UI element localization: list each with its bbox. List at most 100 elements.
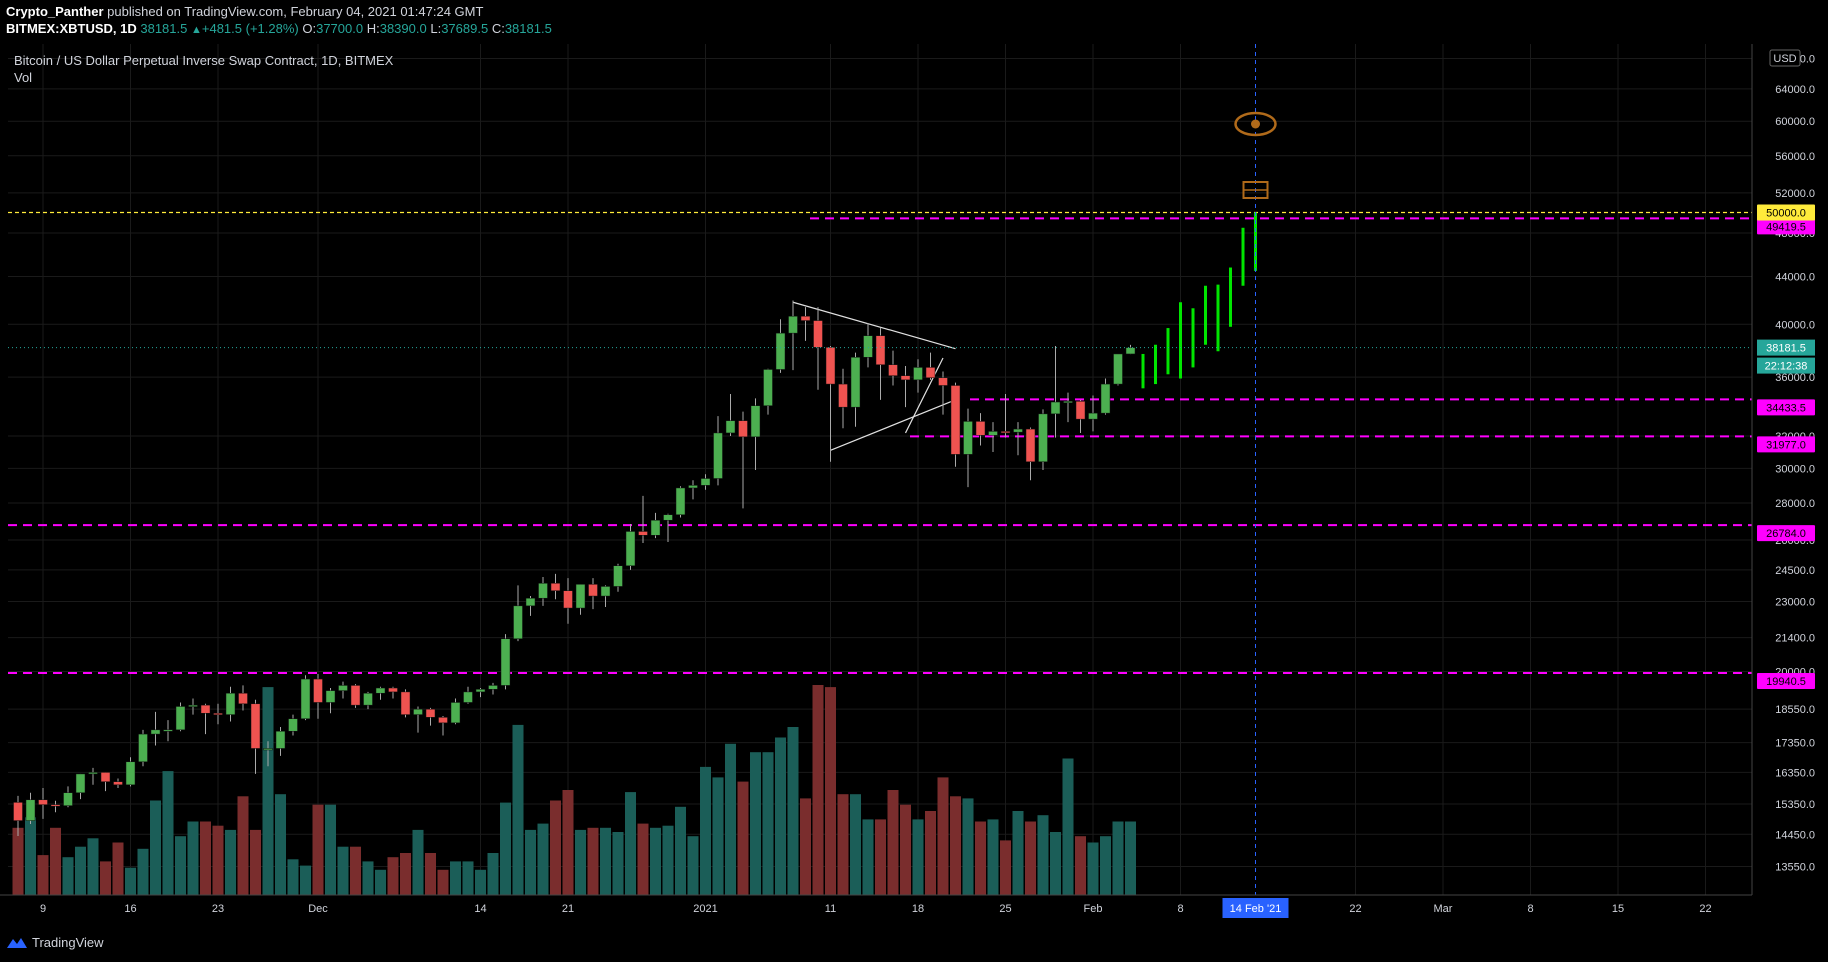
volume-bar bbox=[662, 825, 674, 895]
time-tick-label: 8 bbox=[1527, 903, 1533, 915]
volume-bar bbox=[500, 802, 511, 895]
candle-body bbox=[388, 687, 398, 693]
eye-pupil-icon bbox=[1251, 119, 1260, 129]
volume-bar bbox=[375, 869, 386, 895]
volume-bar bbox=[837, 794, 849, 895]
tradingview-logo-icon bbox=[7, 937, 27, 948]
volume-bar bbox=[200, 821, 211, 895]
volume-bar bbox=[487, 853, 499, 895]
time-tick-label: 21 bbox=[562, 903, 574, 915]
candle-body bbox=[313, 678, 323, 703]
volume-bar bbox=[875, 819, 886, 895]
volume-bar bbox=[987, 819, 999, 895]
chart-header: Crypto_Panther published on TradingView.… bbox=[0, 0, 1828, 44]
volume-bar bbox=[1087, 842, 1099, 895]
up-arrow-icon: ▲ bbox=[190, 24, 202, 36]
candle-body bbox=[175, 706, 186, 731]
candle-body bbox=[25, 799, 36, 821]
candle-body bbox=[275, 730, 286, 749]
volume-bar bbox=[762, 752, 774, 895]
price-tick-label: 56000.0 bbox=[1775, 151, 1815, 163]
candle-body bbox=[150, 729, 161, 735]
price-tick-label: 17350.0 bbox=[1775, 738, 1815, 750]
time-tick-label: 22 bbox=[1349, 903, 1361, 915]
volume-bar bbox=[300, 865, 311, 895]
volume-bar bbox=[737, 781, 749, 895]
volume-bar bbox=[912, 819, 924, 895]
volume-bar bbox=[75, 846, 86, 895]
volume-bar bbox=[450, 861, 461, 895]
candle-body bbox=[1000, 431, 1011, 434]
candle-body bbox=[600, 586, 611, 597]
candle-body bbox=[763, 369, 773, 406]
candle-body bbox=[813, 320, 823, 348]
candle-body bbox=[1038, 413, 1048, 463]
cursor-date-tag bbox=[1222, 898, 1289, 918]
candle-body bbox=[163, 729, 173, 732]
candle-body bbox=[475, 689, 486, 693]
candle-body bbox=[563, 590, 573, 609]
time-tick-label: 15 bbox=[1612, 903, 1624, 915]
candle-body bbox=[825, 347, 836, 385]
chart-canvas[interactable]: 49419.5 34433.5 31977.0 26784.0 19940.5 50000… bbox=[0, 44, 1828, 925]
trendline bbox=[904, 357, 944, 434]
candle-body bbox=[575, 584, 586, 609]
candle-body bbox=[300, 678, 311, 719]
volume-bar bbox=[175, 836, 186, 895]
volume-bar bbox=[287, 859, 299, 895]
volume-bar bbox=[575, 829, 586, 895]
volume-bar bbox=[1000, 840, 1011, 895]
footer: TradingView bbox=[0, 925, 1828, 962]
volume-bar bbox=[475, 869, 486, 895]
candle-body bbox=[863, 335, 873, 358]
candle-body bbox=[650, 519, 661, 536]
candle-body bbox=[338, 685, 348, 691]
candle-body bbox=[788, 315, 798, 334]
volume-bar bbox=[650, 827, 661, 895]
brand-name: TradingView bbox=[32, 935, 104, 950]
candle-body bbox=[13, 802, 23, 821]
volume-bar bbox=[12, 827, 24, 895]
candle-body bbox=[400, 691, 411, 715]
time-tick-label: 18 bbox=[912, 903, 924, 915]
level-price-text: 26784.0 bbox=[1766, 528, 1806, 540]
volume-bar bbox=[775, 737, 786, 895]
currency-label: USD bbox=[1773, 53, 1796, 65]
time-axis-bg bbox=[0, 895, 1828, 925]
volume-bar bbox=[387, 857, 399, 895]
triangle-drawing[interactable] bbox=[792, 301, 956, 451]
volume-bar bbox=[625, 792, 636, 895]
candle-body bbox=[100, 772, 111, 782]
candle-body bbox=[538, 583, 548, 599]
candle-body bbox=[838, 383, 848, 408]
volume-bar bbox=[87, 838, 99, 895]
candle-body bbox=[913, 367, 923, 381]
candle-body bbox=[325, 690, 336, 703]
candle-body bbox=[1013, 428, 1023, 433]
volume-bar bbox=[1025, 821, 1036, 895]
volume-bar bbox=[962, 798, 974, 895]
level-price-text: 49419.5 bbox=[1766, 221, 1806, 233]
candle-body bbox=[500, 638, 511, 686]
volume-bar bbox=[687, 836, 699, 895]
volume-bar bbox=[900, 804, 911, 895]
candle-body bbox=[925, 367, 936, 379]
volume-bar bbox=[1062, 758, 1074, 895]
time-tick-label: 23 bbox=[212, 903, 224, 915]
eye-icon bbox=[1234, 111, 1277, 137]
low-label: L: bbox=[430, 21, 442, 36]
candle-body bbox=[988, 431, 998, 436]
publish-info: published on TradingView.com, February 0… bbox=[107, 4, 484, 19]
time-axis[interactable]: 9 16 23 Dec 14 21 2021 11 18 25 Feb 8 14 Feb '21 22 Ma… bbox=[0, 894, 1828, 925]
price-axis[interactable]: 68000.064000.060000.056000.052000.048000… bbox=[8, 44, 1828, 925]
volume-bar bbox=[25, 817, 36, 895]
candle-body bbox=[413, 708, 423, 715]
author-name[interactable]: Crypto_Panther bbox=[6, 4, 104, 19]
last-price-tag bbox=[1757, 339, 1815, 356]
volume-bar bbox=[600, 827, 611, 895]
volume-bar bbox=[887, 790, 899, 895]
high-value: 38390.0 bbox=[379, 21, 427, 36]
price-tick-label: 30000.0 bbox=[1775, 463, 1815, 475]
price-tick-label: 14450.0 bbox=[1775, 829, 1815, 841]
tradingview-logo[interactable]: TradingView bbox=[6, 935, 104, 950]
